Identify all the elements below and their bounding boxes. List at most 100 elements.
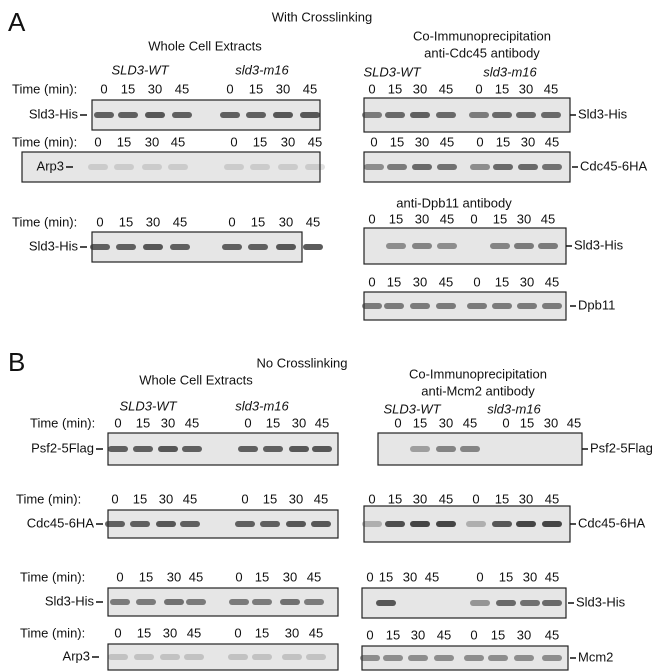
band	[248, 244, 268, 250]
time-point: 30	[413, 81, 427, 96]
band	[312, 446, 332, 452]
time-point: 15	[388, 81, 402, 96]
band	[436, 521, 456, 527]
band	[282, 654, 302, 660]
time-point: 45	[545, 491, 559, 506]
time-point: 30	[276, 81, 290, 96]
time-point: 15	[390, 134, 404, 149]
band	[542, 655, 562, 661]
band	[168, 164, 188, 170]
band	[172, 112, 192, 118]
band	[260, 521, 280, 527]
time-point: 15	[386, 627, 400, 642]
band	[460, 446, 480, 452]
band	[130, 521, 150, 527]
band	[184, 654, 204, 660]
band	[158, 446, 178, 452]
time-point: 15	[388, 491, 402, 506]
band	[300, 112, 320, 118]
blot-label: Cdc45-6HA	[27, 515, 95, 530]
time-point: 30	[439, 415, 453, 430]
time-point: 45	[315, 415, 329, 430]
time-label: Time (min):	[20, 569, 85, 584]
time-point: 15	[136, 415, 150, 430]
band	[408, 655, 428, 661]
time-point: 15	[251, 214, 265, 229]
blot-label: Sld3-His	[29, 106, 79, 121]
band	[520, 600, 540, 606]
time-point: 45	[173, 214, 187, 229]
blot-label: Cdc45-6HA	[578, 515, 646, 530]
band	[156, 521, 176, 527]
band	[289, 446, 309, 452]
band	[362, 112, 382, 118]
band	[228, 654, 248, 660]
time-label: Time (min):	[16, 491, 81, 506]
condition: No Crosslinking	[256, 355, 347, 370]
time-point: 30	[520, 274, 534, 289]
time-point: 0	[226, 81, 233, 96]
time-point: 0	[475, 81, 482, 96]
strain: sld3-m16	[487, 401, 541, 416]
band	[110, 599, 130, 605]
time-point: 30	[544, 415, 558, 430]
band	[436, 112, 456, 118]
time-point: 45	[308, 134, 322, 149]
time-point: 30	[519, 491, 533, 506]
time-point: 0	[100, 81, 107, 96]
band	[386, 243, 406, 249]
blot-label: Cdc45-6HA	[580, 158, 648, 173]
band	[186, 599, 206, 605]
strain: sld3-m16	[483, 64, 537, 79]
blot-label: Arp3	[37, 158, 64, 173]
time-label: Time (min):	[12, 134, 77, 149]
time-point: 15	[379, 569, 393, 584]
band	[516, 521, 536, 527]
strain: SLD3-WT	[363, 64, 421, 79]
band	[385, 521, 405, 527]
time-point: 15	[496, 134, 510, 149]
time-point: 0	[116, 569, 123, 584]
time-label: Time (min):	[12, 214, 77, 229]
time-point: 15	[495, 274, 509, 289]
time-point: 0	[235, 569, 242, 584]
strain: sld3-m16	[235, 398, 289, 413]
time-point: 45	[439, 274, 453, 289]
band	[108, 654, 128, 660]
time-point: 0	[476, 569, 483, 584]
time-point: 30	[517, 627, 531, 642]
time-point: 15	[137, 625, 151, 640]
time-point: 30	[145, 134, 159, 149]
band	[182, 446, 202, 452]
time-point: 15	[413, 415, 427, 430]
band	[493, 164, 513, 170]
time-point: 45	[440, 134, 454, 149]
band	[437, 243, 457, 249]
band	[538, 243, 558, 249]
section-title: Co-Immunoprecipitation	[413, 28, 551, 43]
band	[385, 112, 405, 118]
band	[470, 600, 490, 606]
band	[542, 303, 562, 309]
time-point: 45	[303, 81, 317, 96]
time-point: 0	[368, 274, 375, 289]
strain: SLD3-WT	[111, 62, 169, 77]
time-point: 30	[283, 569, 297, 584]
time-point: 0	[114, 625, 121, 640]
time-point: 0	[111, 491, 118, 506]
band	[286, 521, 306, 527]
blot-label: Dpb11	[578, 297, 615, 312]
strain: SLD3-WT	[119, 398, 177, 413]
time-point: 15	[255, 625, 269, 640]
section-title: Whole Cell Extracts	[139, 372, 253, 387]
time-point: 45	[439, 81, 453, 96]
antibody: anti-Mcm2 antibody	[421, 383, 535, 398]
band	[108, 446, 128, 452]
time-point: 15	[263, 491, 277, 506]
band	[238, 446, 258, 452]
time-label: Time (min):	[30, 415, 95, 430]
time-point: 15	[495, 491, 509, 506]
time-point: 30	[159, 491, 173, 506]
figure: AWith CrosslinkingWhole Cell ExtractsCo-…	[0, 0, 664, 671]
band	[514, 243, 534, 249]
